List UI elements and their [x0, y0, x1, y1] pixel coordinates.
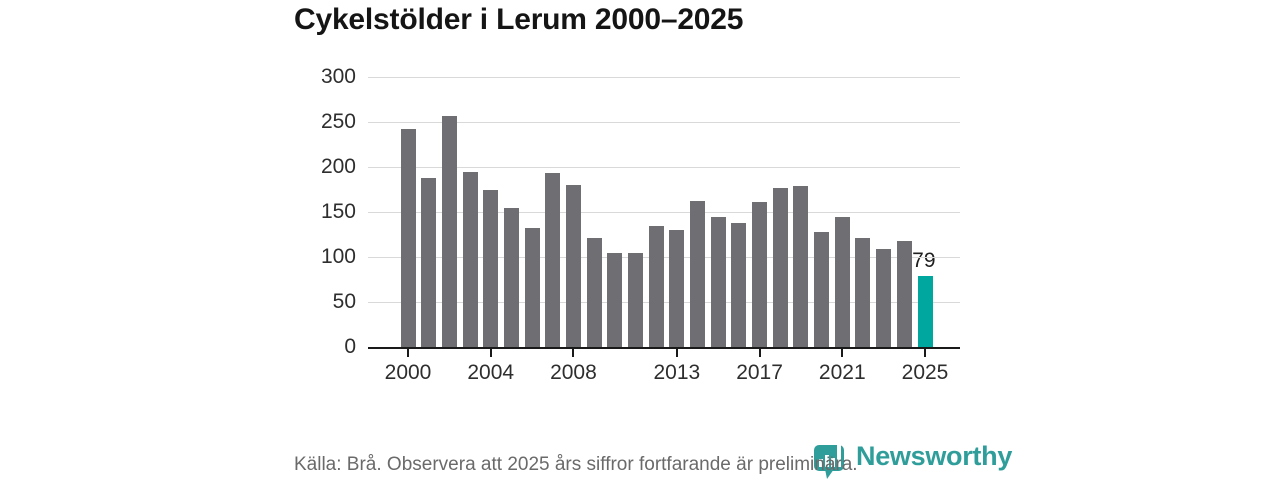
bar-2000: [400, 129, 416, 347]
x-tick-label-2004: 2004: [467, 361, 515, 384]
y-tick-label-200: 200: [320, 155, 356, 178]
newsworthy-wordmark: Newsworthy: [856, 441, 1013, 471]
x-tick-2017: [758, 349, 761, 357]
bar-2015: [710, 217, 726, 347]
y-tick-label-150: 150: [320, 200, 356, 223]
bar-2002: [441, 115, 457, 347]
bar-2023: [876, 248, 892, 347]
bar-2025: [917, 275, 933, 347]
gridline-200: [368, 167, 960, 168]
bar-2003: [462, 171, 478, 347]
x-tick-label-2025: 2025: [901, 361, 949, 384]
x-tick-2021: [841, 349, 844, 357]
bar-2011: [627, 252, 643, 347]
y-tick-label-0: 0: [344, 335, 356, 358]
bar-2019: [793, 185, 809, 347]
x-tick-2008: [572, 349, 575, 357]
bar-2021: [834, 216, 850, 347]
x-tick-2004: [489, 349, 492, 357]
source-note: Källa: Brå. Observera att 2025 års siffr…: [294, 454, 858, 475]
x-tick-label-2021: 2021: [818, 361, 866, 384]
bar-2005: [503, 207, 519, 347]
bar-2012: [648, 225, 664, 347]
bar-2010: [607, 252, 623, 347]
bar-2014: [690, 201, 706, 347]
y-tick-label-100: 100: [320, 245, 356, 268]
y-tick-label-250: 250: [320, 110, 356, 133]
bar-2004: [483, 189, 499, 347]
x-tick-2000: [407, 349, 409, 357]
x-tick-2025: [924, 349, 926, 357]
plot-area: 79 0 50 100 150 200 250 300: [321, 65, 960, 358]
x-tick-label-2000: 2000: [384, 361, 432, 384]
x-tick-2013: [675, 349, 678, 357]
value-annotation: 79: [912, 248, 936, 272]
gridline-50: [368, 302, 960, 303]
bar-2016: [731, 222, 747, 347]
bar-2006: [524, 228, 540, 347]
y-tick-label-300: 300: [320, 65, 356, 88]
bar-2008: [565, 185, 581, 347]
bar-2009: [586, 238, 602, 347]
gridline-300: [368, 77, 960, 78]
y-tick-label-50: 50: [332, 290, 356, 313]
x-tick-label-2013: 2013: [653, 361, 701, 384]
bar-2013: [669, 230, 685, 347]
bar-2022: [855, 238, 871, 347]
x-axis: 2000 2004 2008 2013 2017 2021 2025: [368, 349, 960, 391]
bar-2007: [545, 173, 561, 347]
bar-2024: [896, 240, 912, 347]
x-tick-label-2017: 2017: [736, 361, 783, 384]
bar-2020: [814, 231, 830, 347]
gridline-250: [368, 122, 960, 123]
gridline-150: [368, 212, 960, 213]
newsworthy-mark-icon: [814, 441, 844, 479]
bar-2001: [421, 177, 437, 347]
newsworthy-logo: Newsworthy: [813, 440, 1012, 480]
bar-2017: [752, 202, 768, 347]
x-tick-label-2008: 2008: [550, 361, 597, 384]
gridline-100: [368, 257, 960, 258]
bar-2018: [772, 187, 788, 347]
chart-title: Cykelstölder i Lerum 2000–2025: [294, 3, 744, 36]
